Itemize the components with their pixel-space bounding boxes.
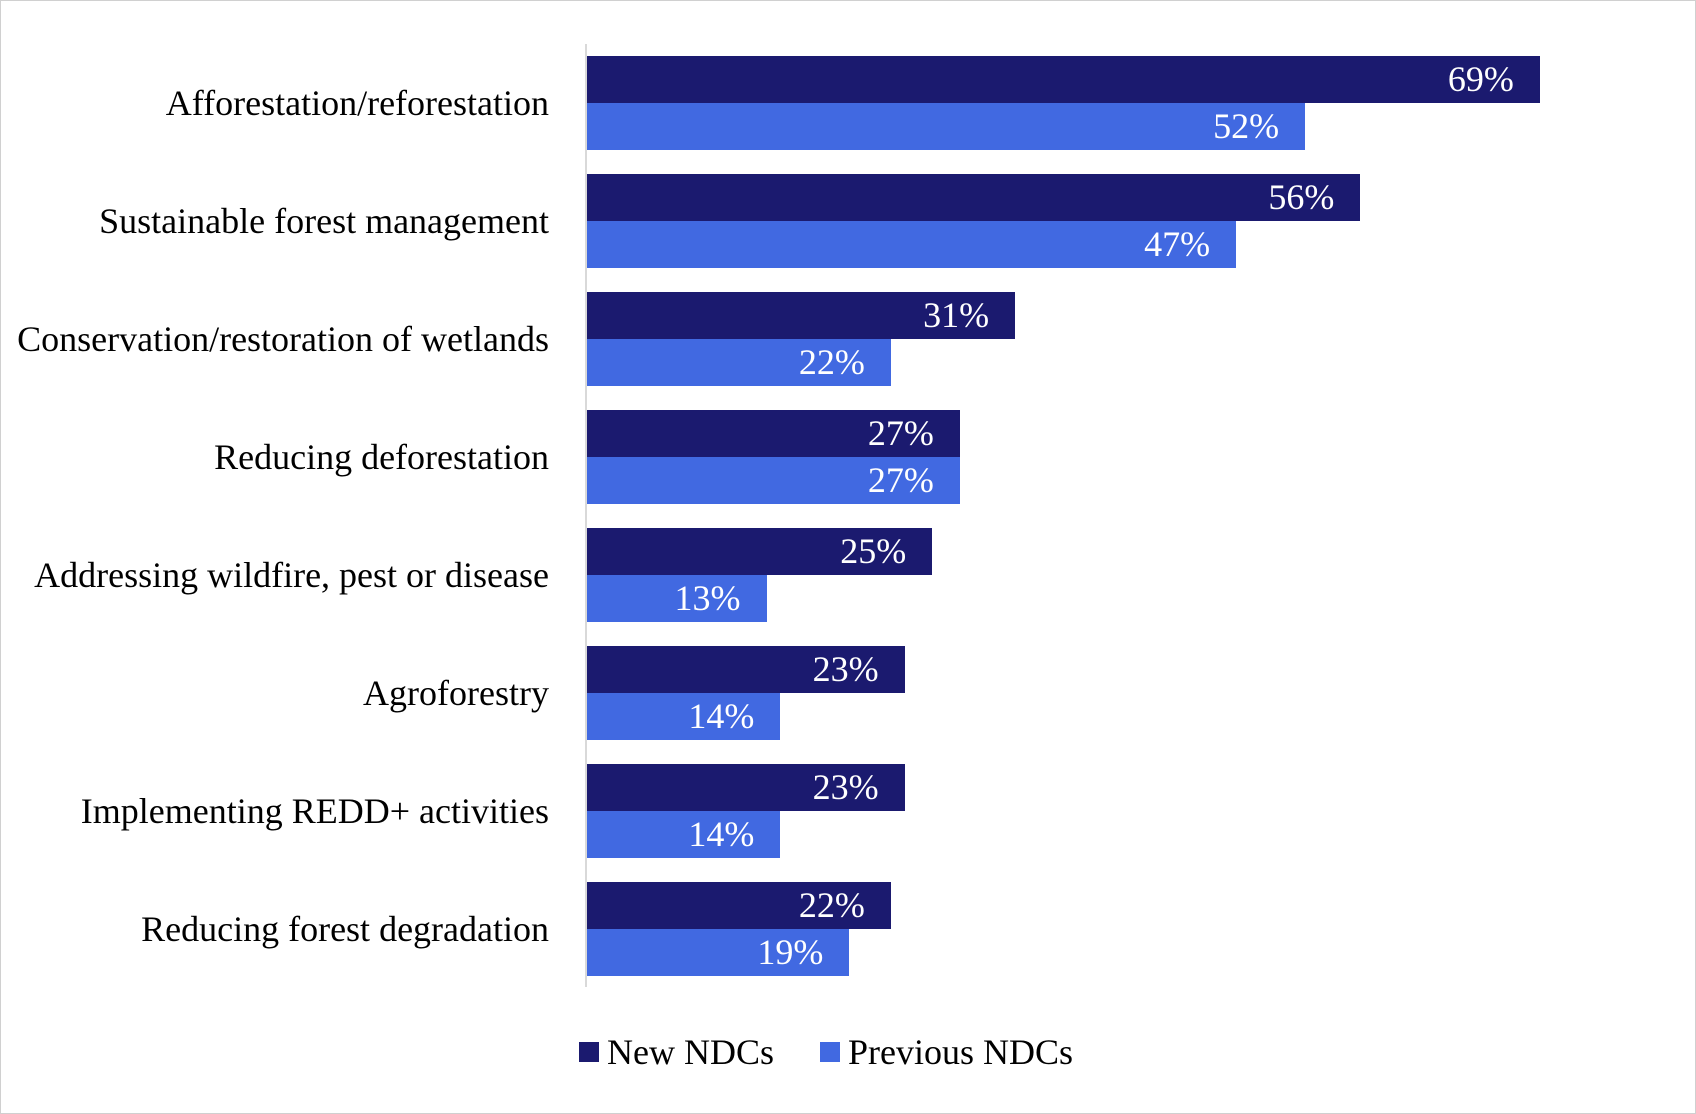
category-label: Reducing forest degradation [141, 908, 549, 949]
bar-previous-ndcs [587, 339, 891, 386]
legend: New NDCs Previous NDCs [579, 1031, 1119, 1073]
category-label: Afforestation/reforestation [165, 82, 549, 123]
bar-new-ndcs [587, 528, 933, 575]
legend-label: New NDCs [607, 1032, 774, 1072]
bar-new-ndcs [587, 410, 960, 457]
data-label: 19% [757, 932, 824, 972]
data-label: 22% [798, 885, 865, 925]
legend-swatch [579, 1042, 599, 1062]
category-label: Agroforestry [363, 672, 549, 713]
legend-item: Previous NDCs [820, 1031, 1073, 1073]
legend-swatch [820, 1042, 840, 1062]
bar-new-ndcs [587, 882, 891, 929]
category-label: Conservation/restoration of wetlands [17, 318, 549, 359]
data-label: 23% [812, 767, 879, 807]
bar-previous-ndcs [587, 221, 1237, 268]
bar-new-ndcs [587, 292, 1016, 339]
bar-new-ndcs [587, 174, 1361, 221]
bar-previous-ndcs [587, 575, 767, 622]
data-label: 27% [867, 413, 934, 453]
bar-previous-ndcs [587, 929, 850, 976]
bar-previous-ndcs [587, 103, 1306, 150]
bar-previous-ndcs [587, 811, 781, 858]
bar-new-ndcs [587, 56, 1540, 103]
data-label: 14% [688, 814, 755, 854]
data-label: 31% [923, 295, 990, 335]
data-label: 22% [798, 342, 865, 382]
category-label: Addressing wildfire, pest or disease [34, 554, 549, 595]
data-label: 14% [688, 696, 755, 736]
category-label: Reducing deforestation [214, 436, 549, 477]
data-label: 23% [812, 649, 879, 689]
data-label: 27% [867, 460, 934, 500]
legend-label: Previous NDCs [848, 1032, 1074, 1072]
bar-previous-ndcs [587, 693, 781, 740]
bar-previous-ndcs [587, 457, 960, 504]
data-label: 13% [674, 578, 741, 618]
category-label: Implementing REDD+ activities [80, 790, 549, 831]
data-label: 52% [1213, 106, 1280, 146]
y-axis-line [585, 44, 587, 987]
bar-new-ndcs [587, 764, 905, 811]
category-label: Sustainable forest management [99, 200, 549, 241]
data-label: 47% [1144, 224, 1211, 264]
data-label: 25% [840, 531, 907, 571]
data-label: 56% [1268, 177, 1335, 217]
bar-new-ndcs [587, 646, 905, 693]
legend-item: New NDCs [579, 1031, 774, 1073]
data-label: 69% [1447, 59, 1514, 99]
